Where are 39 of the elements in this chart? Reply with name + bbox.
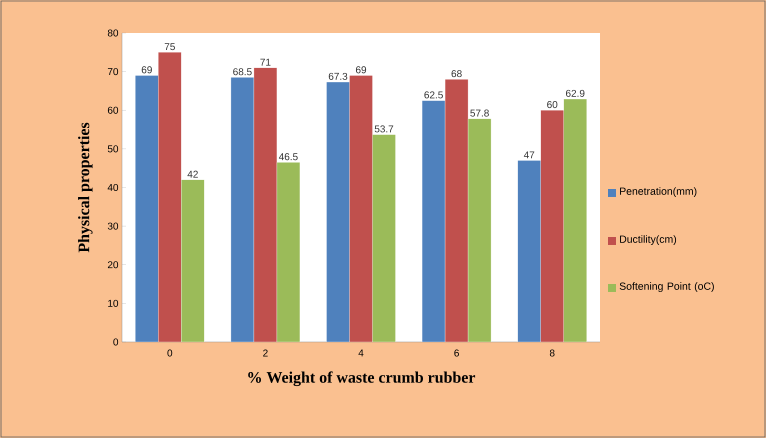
y-tick-label: 70	[108, 68, 118, 76]
data-label: 67.3	[328, 72, 348, 80]
y-tick-label: 80	[108, 29, 118, 37]
data-label: 68	[452, 70, 462, 78]
data-label: 60	[547, 101, 558, 108]
data-label: 68.5	[233, 68, 252, 76]
y-tick-label: 30	[108, 222, 118, 230]
x-tick-label: 8	[550, 350, 555, 357]
bar	[276, 162, 300, 342]
data-label: 69	[142, 66, 152, 74]
legend-label: Ductility(cm)	[620, 235, 676, 245]
y-tick-label: 40	[108, 184, 118, 192]
data-label: 62.5	[424, 91, 443, 98]
bar	[372, 134, 396, 342]
y-axis-title: Physical properties	[78, 122, 93, 252]
x-tick-label: 4	[358, 350, 364, 356]
bar	[181, 180, 204, 342]
bar	[564, 98, 587, 342]
data-label: 69	[356, 66, 366, 74]
x-tick-label: 2	[263, 350, 268, 356]
y-tick-label: 0	[113, 338, 118, 346]
x-axis-title: % Weight of waste crumb rubber	[248, 371, 476, 386]
data-label: 53.7	[374, 125, 394, 132]
data-label: 75	[164, 43, 175, 50]
y-tick-label: 20	[108, 261, 118, 268]
x-tick-label: 6	[454, 350, 459, 357]
data-label: 71	[260, 58, 270, 66]
y-tick-label: 10	[108, 300, 118, 307]
legend-label: Penetration(mm)	[620, 187, 696, 197]
data-label: 42	[188, 170, 198, 178]
y-tick-label: 60	[108, 106, 118, 114]
y-tick-label: 50	[108, 145, 118, 152]
data-label: 47	[524, 151, 534, 158]
data-label: 57.8	[470, 110, 489, 117]
data-label: 46.5	[278, 153, 298, 160]
legend-label: Softening Point (oC)	[620, 282, 714, 292]
x-tick-label: 0	[167, 350, 172, 357]
bar	[468, 118, 492, 342]
data-label: 62.9	[566, 90, 584, 97]
